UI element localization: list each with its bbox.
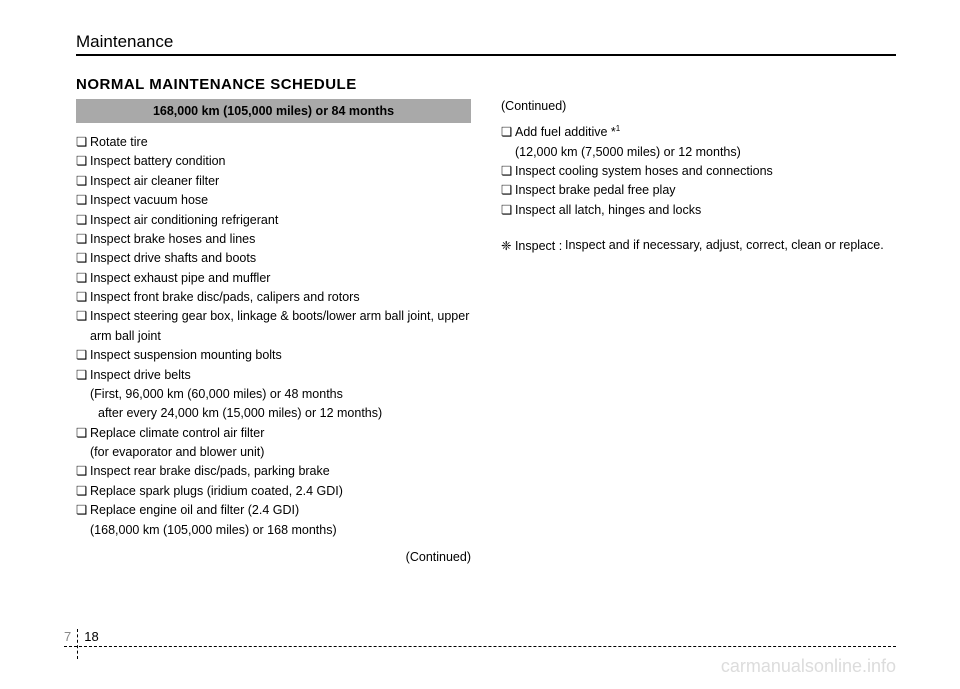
item-text: Replace spark plugs (iridium coated, 2.4… (90, 482, 471, 501)
item-text: Inspect cooling system hoses and connect… (515, 162, 896, 181)
page-header: Maintenance (76, 32, 896, 56)
item-text: Replace engine oil and filter (2.4 GDI) (90, 501, 471, 520)
item-subtext: (for evaporator and blower unit) (76, 443, 471, 462)
list-item: ❏Inspect steering gear box, linkage & bo… (76, 307, 471, 346)
item-text: Inspect exhaust pipe and muffler (90, 269, 471, 288)
list-item: ❏Replace engine oil and filter (2.4 GDI) (76, 501, 471, 520)
bullet-icon: ❏ (76, 211, 90, 230)
page-number-value: 18 (78, 629, 98, 659)
list-item: ❏ Add fuel additive *1 (501, 123, 896, 143)
list-item: ❏Inspect drive belts (76, 366, 471, 385)
bullet-icon: ❏ (76, 249, 90, 268)
item-subtext: (168,000 km (105,000 miles) or 168 month… (76, 521, 471, 540)
page-root: Maintenance NORMAL MAINTENANCE SCHEDULE … (0, 0, 960, 689)
bullet-icon: ❏ (76, 482, 90, 501)
item-text: Inspect battery condition (90, 152, 471, 171)
list-item: ❏Inspect air conditioning refrigerant (76, 211, 471, 230)
bullet-icon: ❏ (76, 269, 90, 288)
content-columns: 168,000 km (105,000 miles) or 84 months … (76, 99, 896, 564)
bullet-icon: ❏ (76, 288, 90, 307)
item-text: Rotate tire (90, 133, 471, 152)
bullet-icon: ❏ (501, 162, 515, 181)
list-item: ❏Inspect exhaust pipe and muffler (76, 269, 471, 288)
item-subtext: (12,000 km (7,5000 miles) or 12 months) (501, 143, 896, 162)
item-text: Inspect rear brake disc/pads, parking br… (90, 462, 471, 481)
list-item: ❏Inspect all latch, hinges and locks (501, 201, 896, 220)
list-item: ❏Inspect suspension mounting bolts (76, 346, 471, 365)
item-text: Add fuel additive *1 (515, 123, 896, 143)
item-text: Inspect steering gear box, linkage & boo… (90, 307, 471, 346)
item-text: Inspect vacuum hose (90, 191, 471, 210)
item-subtext: (First, 96,000 km (60,000 miles) or 48 m… (76, 385, 471, 404)
list-item: ❏Inspect brake pedal free play (501, 181, 896, 200)
list-item: ❏Inspect drive shafts and boots (76, 249, 471, 268)
list-item: ❏Replace climate control air filter (76, 424, 471, 443)
list-item: ❏Inspect vacuum hose (76, 191, 471, 210)
item-text: Inspect suspension mounting bolts (90, 346, 471, 365)
item-text: Inspect front brake disc/pads, calipers … (90, 288, 471, 307)
right-column: (Continued) ❏ Add fuel additive *1 (12,0… (501, 99, 896, 564)
bullet-icon: ❏ (76, 307, 90, 346)
item-subtext: after every 24,000 km (15,000 miles) or … (76, 404, 471, 423)
list-item: ❏Inspect battery condition (76, 152, 471, 171)
header-title: Maintenance (76, 32, 896, 52)
item-text: Inspect air conditioning refrigerant (90, 211, 471, 230)
bullet-icon: ❏ (501, 201, 515, 220)
continued-label: (Continued) (76, 550, 471, 564)
bullet-icon: ❏ (76, 462, 90, 481)
item-text: Inspect drive shafts and boots (90, 249, 471, 268)
page-number: 7 18 (64, 629, 109, 659)
list-item: ❏Inspect cooling system hoses and connec… (501, 162, 896, 181)
left-item-list: ❏Rotate tire ❏Inspect battery condition … (76, 133, 471, 540)
list-item: ❏Inspect front brake disc/pads, calipers… (76, 288, 471, 307)
bullet-icon: ❏ (76, 191, 90, 210)
bullet-icon: ❏ (501, 123, 515, 143)
item-text: Inspect all latch, hinges and locks (515, 201, 896, 220)
bullet-icon: ❏ (76, 366, 90, 385)
bullet-icon: ❏ (501, 181, 515, 200)
bullet-icon: ❏ (76, 501, 90, 520)
item-text: Inspect drive belts (90, 366, 471, 385)
list-item: ❏Inspect rear brake disc/pads, parking b… (76, 462, 471, 481)
chapter-number: 7 (64, 629, 78, 659)
bullet-icon: ❏ (76, 424, 90, 443)
bullet-icon: ❏ (76, 152, 90, 171)
bullet-icon: ❏ (76, 172, 90, 191)
bullet-icon: ❏ (76, 133, 90, 152)
note-text: Inspect and if necessary, adjust, correc… (565, 238, 896, 253)
bullet-icon: ❏ (76, 346, 90, 365)
page-footer: 7 18 (64, 646, 896, 649)
item-text: Inspect brake pedal free play (515, 181, 896, 200)
left-column: 168,000 km (105,000 miles) or 84 months … (76, 99, 471, 564)
item-text: Inspect air cleaner filter (90, 172, 471, 191)
fuel-text: Add fuel additive * (515, 125, 616, 139)
watermark: carmanualsonline.info (721, 656, 896, 677)
list-item: ❏Rotate tire (76, 133, 471, 152)
right-item-list: ❏ Add fuel additive *1 (12,000 km (7,500… (501, 123, 896, 220)
bullet-icon: ❏ (76, 230, 90, 249)
note-label: ❈ Inspect : (501, 238, 565, 253)
list-item: ❏Replace spark plugs (iridium coated, 2.… (76, 482, 471, 501)
item-text: Inspect brake hoses and lines (90, 230, 471, 249)
list-item: ❏Inspect air cleaner filter (76, 172, 471, 191)
item-text: Replace climate control air filter (90, 424, 471, 443)
fuel-superscript: 1 (616, 124, 620, 133)
section-title: NORMAL MAINTENANCE SCHEDULE (76, 76, 896, 93)
inspect-note: ❈ Inspect : Inspect and if necessary, ad… (501, 238, 896, 253)
list-item: ❏Inspect brake hoses and lines (76, 230, 471, 249)
continued-top-label: (Continued) (501, 99, 896, 113)
interval-header: 168,000 km (105,000 miles) or 84 months (76, 99, 471, 123)
